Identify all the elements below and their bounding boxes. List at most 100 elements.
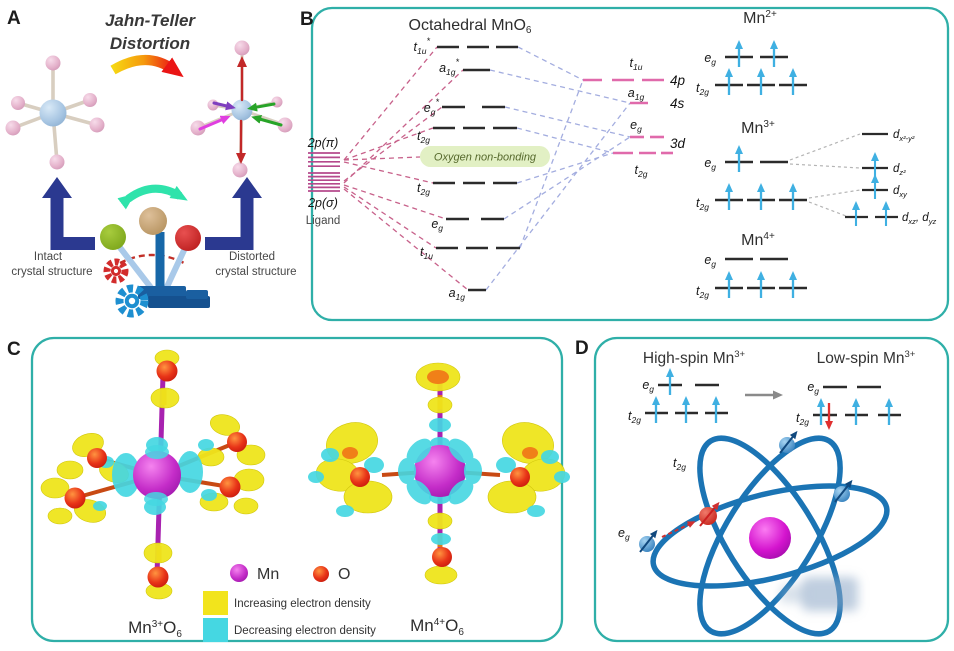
mn-atom	[133, 451, 181, 499]
metal-levels	[583, 78, 673, 155]
decrease-legend-label: Decreasing electron density	[234, 625, 376, 637]
mn4-o6-caption: Mn4+O6	[410, 616, 464, 638]
ligand-atom	[190, 120, 206, 136]
o-atom	[227, 432, 247, 452]
shell-4s-label: 4s	[670, 96, 685, 111]
o-atom	[350, 467, 370, 487]
compression-arrow-left-lower	[198, 115, 231, 131]
oxygen-nonbonding-label: Oxygen non-bonding	[434, 152, 537, 164]
central-metal-atom	[39, 99, 67, 127]
d-z2-label: dz²	[893, 163, 906, 177]
ligand-2p-sigma-levels	[308, 172, 340, 192]
ligand-atom	[277, 117, 293, 133]
t2g-nonbonding-label: t2g	[417, 129, 430, 145]
mn3-t2g-label: t2g	[696, 196, 709, 212]
central-metal-atom	[231, 99, 253, 121]
o-atom	[87, 448, 107, 468]
o-atom	[219, 476, 241, 498]
increase-density-lobes	[315, 362, 566, 585]
panel-d: D High-spin Mn3+ Low-spin Mn3+ eg t2g eg…	[575, 336, 950, 643]
red-gear	[103, 258, 129, 284]
panel-b: B Octahedral MnO6 2p(π) 2p(σ) Ligand	[300, 6, 950, 322]
ligand-atom	[45, 55, 61, 71]
mn4-o6-density-plot	[308, 362, 570, 585]
panel-a: A Jahn-Teller Distortion	[5, 8, 297, 318]
increase-legend-label: Increasing electron density	[234, 598, 371, 610]
ligand-2p-sigma-label: 2p(σ)	[307, 196, 338, 210]
compression-arrows-right	[247, 102, 283, 127]
panel-a-label: A	[7, 8, 21, 29]
panel-d-label: D	[575, 338, 589, 359]
shell-4p-label: 4p	[670, 73, 686, 88]
mn3-eg-label: eg	[704, 156, 716, 172]
high-spin-title: High-spin Mn3+	[643, 349, 746, 367]
electrons	[639, 430, 853, 553]
compression-arrow-left-upper	[212, 101, 236, 111]
panel-c: C	[7, 336, 570, 643]
a1g-star-label: a1g*	[439, 57, 459, 77]
ligand-atom	[232, 162, 248, 178]
a1g-bonding-label: a1g	[449, 286, 466, 302]
ligand-atom	[271, 96, 283, 108]
tan-ball	[139, 207, 167, 235]
metal-eg-label: eg	[630, 118, 642, 134]
hs-t2g-label: t2g	[628, 409, 641, 425]
green-ball	[100, 224, 126, 250]
low-spin-configuration: eg t2g	[796, 380, 901, 430]
t1u-star-label: t1u*	[414, 36, 431, 56]
d-x2y2-label: dx²-y²	[893, 129, 915, 143]
mn3-o6-density-plot	[40, 349, 266, 600]
mn2-spin-arrows	[725, 40, 797, 95]
intact-caption-line1: Intact	[34, 251, 63, 263]
ls-t2g-label: t2g	[796, 411, 809, 427]
ligand-2p-pi-label: 2p(π)	[307, 136, 339, 150]
panel-b-label: B	[300, 9, 314, 30]
distorted-caption-line2: crystal structure	[215, 266, 296, 278]
mn2-t2g-label: t2g	[696, 81, 709, 97]
metal-t1u-label: t1u	[630, 56, 643, 72]
up-arrow-right	[205, 177, 262, 250]
mn2-title: Mn2+	[743, 9, 777, 27]
mn2-eg-label: eg	[704, 51, 716, 67]
robot-arm	[100, 207, 210, 318]
up-arrow-left	[42, 177, 95, 250]
decrease-swatch	[203, 618, 228, 642]
orbit-t2g-label: t2g	[673, 456, 686, 472]
mo-diagram-title: Octahedral MnO6	[409, 17, 532, 36]
mn3-configuration: Mn3+ eg t2g dx²-y² dz²	[696, 119, 936, 226]
intact-molecule	[5, 55, 105, 170]
exchange-arrow	[117, 184, 188, 210]
o-legend-ball	[313, 566, 329, 582]
metal-t2g-label: t2g	[635, 163, 648, 179]
d-xy-label: dxy	[893, 185, 908, 199]
electron-transfer-arrow	[661, 521, 696, 538]
hs-eg-label: eg	[642, 378, 654, 394]
red-ball	[175, 225, 201, 251]
distorted-molecule	[190, 40, 293, 178]
jahn-teller-title-line2: Distortion	[110, 34, 190, 53]
ls-eg-label: eg	[807, 380, 819, 396]
o-legend-label: O	[338, 566, 350, 583]
shell-3d-label: 3d	[670, 136, 686, 151]
ligand-atom	[11, 96, 25, 110]
o-atom	[432, 547, 452, 567]
ligand-atom	[5, 120, 21, 136]
d-xz-yz-label: dxz, dyz	[902, 212, 936, 226]
ligand-mo-connectors	[343, 46, 469, 291]
jt-split-connectors	[789, 133, 861, 217]
watermark-smudge	[780, 577, 858, 611]
increase-swatch	[203, 591, 228, 615]
mn-legend-ball	[230, 564, 248, 582]
mn-atom	[414, 445, 466, 497]
o-atom	[510, 467, 530, 487]
mo-levels	[433, 45, 520, 292]
eg-star-label: eg*	[424, 97, 440, 117]
mn3-title: Mn3+	[741, 119, 775, 137]
blue-gear	[115, 284, 149, 318]
mn2-configuration: Mn2+ eg t2g	[696, 9, 807, 97]
o-atom	[156, 360, 178, 382]
eg-bonding-label: eg	[431, 217, 443, 233]
panel-c-border	[30, 336, 564, 643]
mn3-o6-caption: Mn3+O6	[128, 618, 182, 640]
